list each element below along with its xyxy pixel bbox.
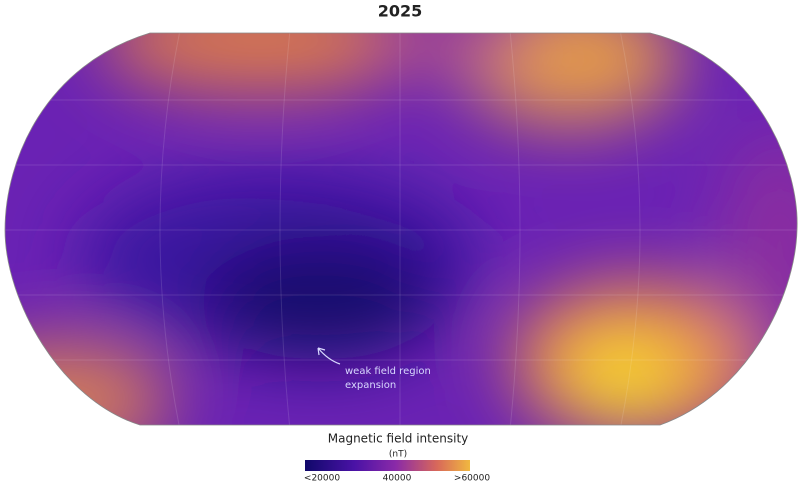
- field-map: [5, 33, 798, 425]
- colorbar-tick-label: >60000: [454, 474, 490, 482]
- colorbar-tick-label: 40000: [383, 474, 412, 482]
- annotation-arrow: [317, 347, 341, 365]
- map-outline: [4, 32, 798, 426]
- colorbar-tick-label: <20000: [304, 474, 340, 482]
- annotation-line: weak field region: [345, 366, 431, 377]
- legend-unit: (nT): [389, 450, 407, 460]
- map-title: 2025: [378, 2, 423, 21]
- graticule: [5, 33, 798, 425]
- annotation-line: expansion: [345, 380, 396, 391]
- legend-title: Magnetic field intensity: [328, 432, 469, 446]
- colorbar: [305, 460, 470, 471]
